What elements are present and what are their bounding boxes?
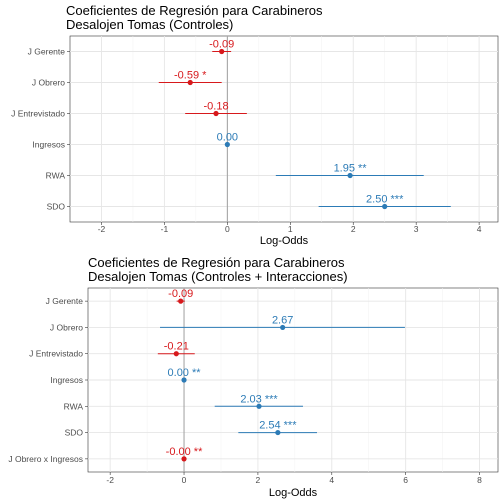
chart-1-marks: -0.09 -0.59 * -0.18 0.00 1.95 ** 2.50 *** (158, 39, 451, 210)
coefficient-point (219, 48, 225, 55)
coefficient-label: 1.95 ** (334, 163, 368, 175)
y-tick-label: J Entrevistado (29, 349, 83, 359)
y-tick-label: RWA (46, 171, 66, 181)
chart-1-y-tick-labels: J Gerente J Obrero J Entrevistado Ingresos R… (11, 47, 70, 212)
chart-1-title: Coeficientes de Regresión para Carabiner… (66, 3, 323, 18)
y-tick-label: SDO (65, 428, 84, 438)
coefficient-label: -0.09 (168, 288, 193, 300)
coefficient-label: -0.59 * (174, 70, 207, 82)
coefficient-label: 2.50 *** (366, 194, 404, 206)
chart-2-marks: -0.09 2.67 -0.21 0.00 ** 2.03 *** 2.54 *** -0.… (157, 288, 405, 462)
chart-2-title: Coeficientes de Regresión para Carabiner… (88, 255, 345, 270)
y-tick-label: RWA (64, 401, 84, 411)
x-tick-label: 2 (351, 224, 356, 234)
chart-panel-2: Coeficientes de Regresión para Carabiner… (8, 255, 499, 499)
x-tick-label: 2 (256, 475, 261, 485)
coefficient-point (382, 203, 388, 210)
y-tick-label: SDO (47, 202, 66, 212)
y-tick-label: J Gerente (46, 296, 84, 306)
coefficient-label: 2.67 (272, 314, 293, 326)
y-tick-label: J Obrero (50, 322, 83, 332)
coefficient-point (213, 110, 219, 117)
coefficient-point (256, 403, 262, 409)
coefficient-point (187, 79, 193, 86)
chart-2-x-axis-label: Log-Odds (269, 487, 318, 499)
coefficient-label: -0.21 (164, 341, 189, 353)
chart-1-subtitle: Desalojen Tomas (Controles) (66, 17, 233, 32)
coefficient-point (173, 351, 179, 357)
x-tick-label: 0 (182, 475, 187, 485)
y-tick-label: Ingresos (32, 140, 65, 150)
coefficient-label: 0.00 (217, 132, 238, 144)
y-tick-label: J Entrevistado (11, 109, 65, 119)
x-tick-label: -2 (98, 224, 106, 234)
coefficient-point (275, 429, 281, 436)
chart-2-y-tick-labels: J Gerente J Obrero J Entrevistado Ingresos R… (8, 296, 88, 464)
coefficient-point (181, 456, 187, 462)
coefficient-label: 2.54 *** (259, 420, 297, 432)
coefficient-label: -0.00 ** (166, 446, 203, 458)
chart-panel-1: Coeficientes de Regresión para Carabiner… (11, 3, 499, 247)
chart-1-x-tick-labels: -2 -1 0 1 2 3 4 (98, 222, 482, 234)
y-tick-label: J Obrero x Ingresos (8, 454, 83, 464)
coefficient-point (181, 377, 187, 383)
chart-2-subtitle: Desalojen Tomas (Controles + Interaccion… (88, 269, 348, 284)
coefficient-point (347, 172, 353, 179)
x-tick-label: -1 (161, 224, 169, 234)
coefficient-label: -0.09 (209, 39, 234, 51)
x-tick-label: 1 (288, 224, 293, 234)
y-tick-label: J Gerente (28, 47, 66, 57)
coefficient-point (178, 298, 184, 304)
chart-2-grid (88, 288, 498, 472)
y-tick-label: J Obrero (32, 78, 65, 88)
coefficient-label: 2.03 *** (240, 393, 278, 405)
x-tick-label: 0 (225, 224, 230, 234)
x-tick-label: 3 (414, 224, 419, 234)
coefficient-label: -0.18 (203, 101, 228, 113)
x-tick-label: 6 (403, 475, 408, 485)
coefficient-label: 0.00 ** (168, 367, 202, 379)
x-tick-label: 8 (477, 475, 482, 485)
y-tick-label: Ingresos (50, 375, 83, 385)
x-tick-label: -2 (106, 475, 114, 485)
chart-1-plot-area (69, 35, 499, 223)
coefficient-point (280, 324, 286, 331)
chart-1-x-axis-label: Log-Odds (260, 235, 309, 247)
chart-2-x-tick-labels: -2 0 2 4 6 8 (106, 472, 482, 485)
coefficient-point (224, 141, 230, 148)
x-tick-label: 4 (477, 224, 482, 234)
x-tick-label: 4 (329, 475, 334, 485)
